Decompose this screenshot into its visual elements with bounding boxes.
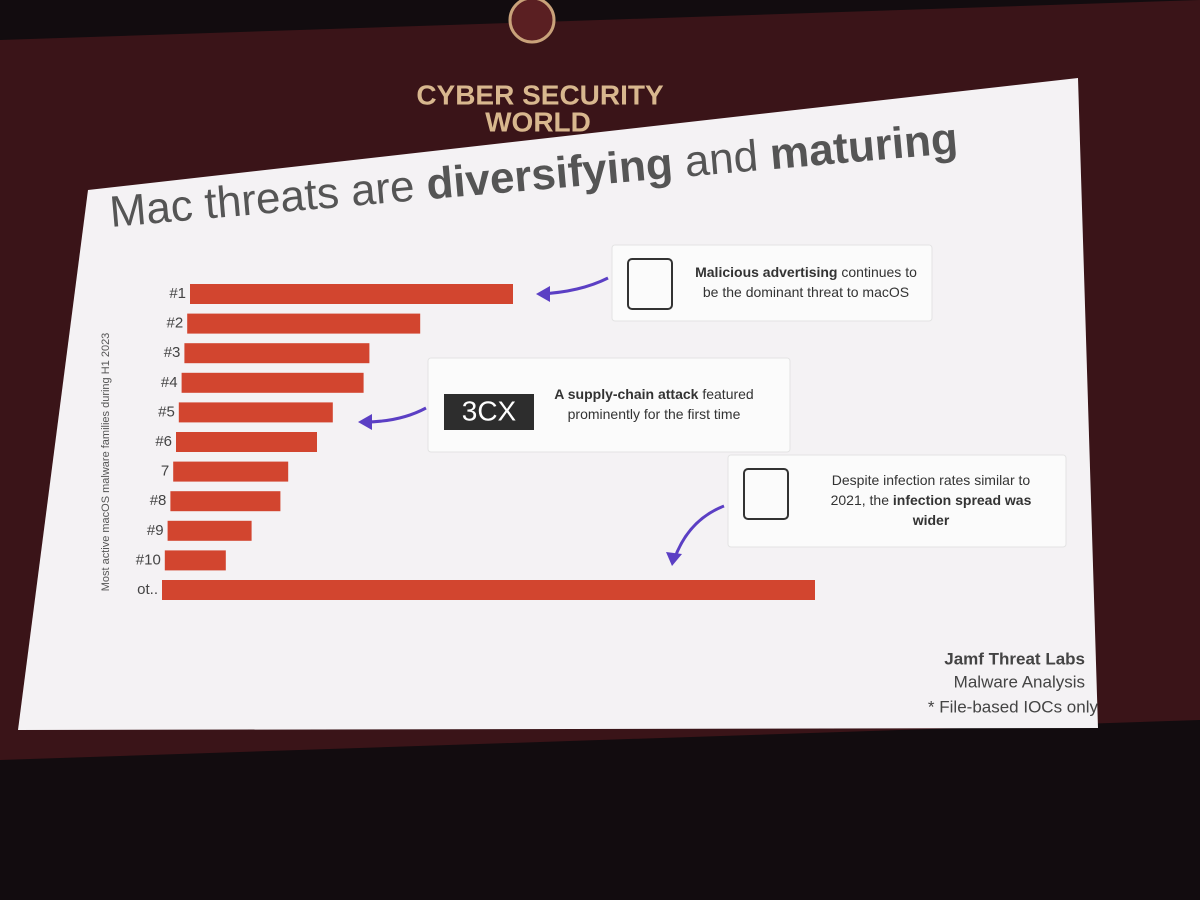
text-segment: prominently for the first time [568, 406, 741, 422]
callout-line: 2021, the infection spread was [831, 492, 1032, 508]
text-segment: and [670, 130, 772, 187]
text-segment: wider [912, 512, 950, 528]
footer-note: * File-based IOCs only [928, 697, 1099, 716]
text-segment: continues to [837, 264, 917, 280]
y-tick-label: #3 [164, 344, 181, 361]
text-segment: be the dominant threat to macOS [703, 284, 909, 300]
y-axis-label: Most active macOS malware families durin… [100, 333, 112, 592]
venue-line: WORLD [485, 106, 591, 137]
arrow-head [536, 286, 550, 302]
logo-bg [444, 394, 534, 430]
y-tick-label: #2 [167, 315, 184, 332]
text-segment: featured [698, 386, 753, 402]
text-segment: 2021, the [831, 492, 893, 508]
chart: Most active macOS malware families durin… [100, 284, 815, 600]
y-tick-label: #5 [158, 403, 175, 420]
callout-line: A supply-chain attack featured [554, 386, 753, 402]
footer-subtitle: Malware Analysis [954, 672, 1085, 691]
callout-box [727, 454, 1067, 548]
y-tick-label: #10 [136, 551, 161, 568]
callouts: Malicious advertising continues to be the… [427, 244, 1067, 548]
venue-logo [508, 0, 556, 44]
text-segment: infection spread was [893, 492, 1032, 508]
bar [190, 284, 513, 304]
callout-line: wider [912, 512, 950, 528]
bar [187, 313, 421, 334]
bar [178, 402, 333, 423]
callout-line: Despite infection rates similar to [832, 472, 1031, 488]
arrow-head [666, 552, 682, 566]
icon [743, 468, 789, 520]
y-tick-label: #9 [147, 522, 164, 539]
callout-line: Malicious advertising continues to [695, 264, 917, 280]
callout-box [611, 244, 933, 322]
y-tick-label: 7 [161, 463, 169, 480]
footer-source: Jamf Threat Labs [944, 649, 1085, 668]
text-segment: Despite infection rates similar to [832, 472, 1031, 488]
logo: 3CX [462, 395, 517, 426]
bar [181, 372, 364, 393]
venue-line: CYBER SECURITY [416, 79, 664, 110]
callout-line: prominently for the first time [568, 406, 741, 422]
bar [162, 580, 815, 600]
bar [167, 520, 252, 541]
arrow [672, 504, 725, 561]
y-tick-label: #4 [161, 374, 178, 391]
y-tick-label: ot.. [137, 581, 158, 598]
bar [164, 550, 226, 571]
callout-line: be the dominant threat to macOS [703, 284, 909, 300]
icon [627, 258, 673, 310]
bar [176, 432, 317, 452]
bar [184, 343, 370, 364]
y-tick-label: #8 [150, 492, 167, 509]
text-segment: A supply-chain attack [554, 386, 698, 402]
bar [173, 461, 289, 482]
bar [170, 491, 281, 512]
arrow-head [358, 414, 372, 430]
text-segment: Malicious advertising [695, 264, 837, 280]
y-tick-label: #6 [155, 433, 172, 450]
y-tick-label: #1 [169, 285, 186, 302]
